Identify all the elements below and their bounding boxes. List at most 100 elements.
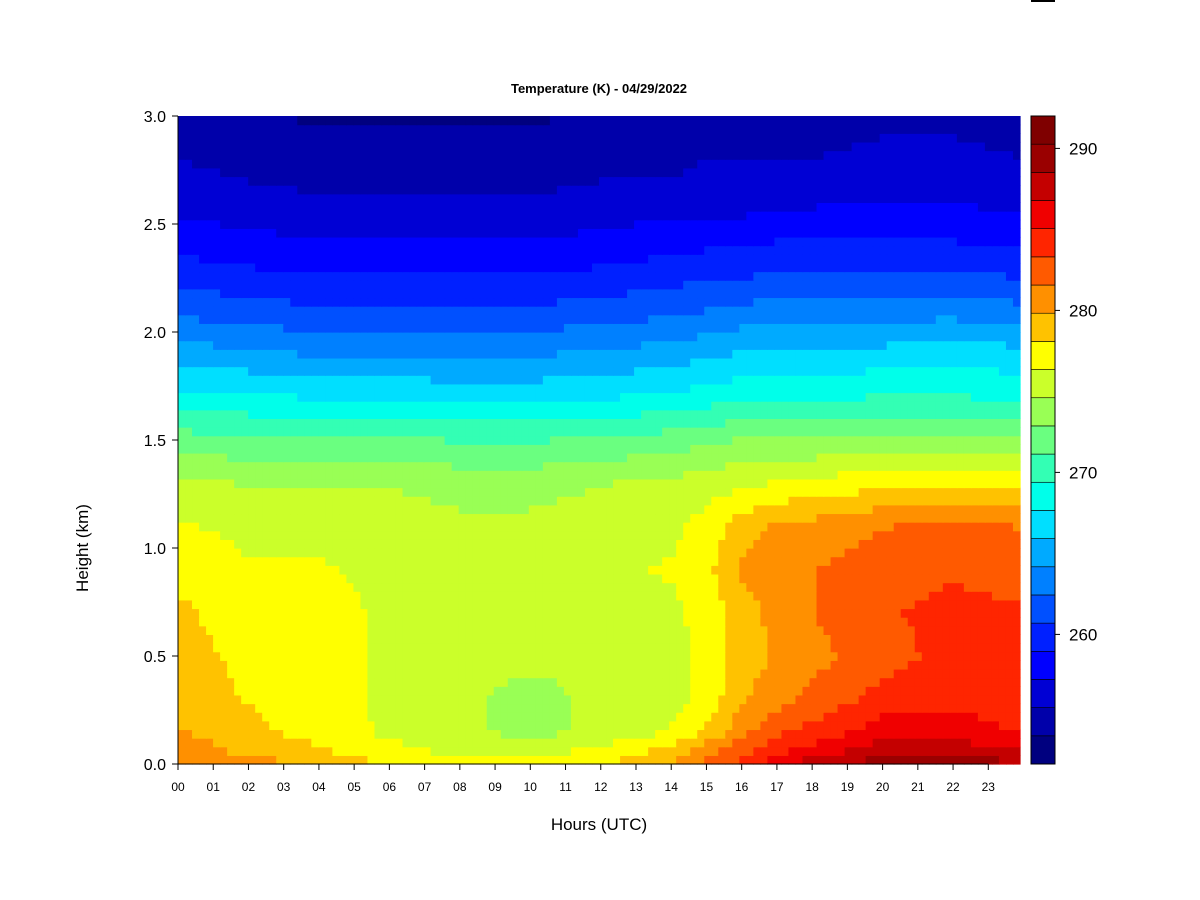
heatmap-cell xyxy=(669,513,677,523)
heatmap-cell xyxy=(858,461,867,471)
heatmap-cell xyxy=(732,617,740,627)
heatmap-cell xyxy=(556,409,565,419)
heatmap-cell xyxy=(781,444,790,454)
heatmap-cell xyxy=(865,418,874,428)
heatmap-cell xyxy=(676,625,684,635)
heatmap-cell xyxy=(339,418,347,428)
heatmap-cell xyxy=(570,643,579,653)
heatmap-cell xyxy=(283,435,291,445)
heatmap-cell xyxy=(718,409,726,419)
heatmap-cell xyxy=(914,755,923,765)
heatmap-cell xyxy=(669,452,677,463)
heatmap-cell xyxy=(486,651,495,661)
heatmap-cell xyxy=(739,478,747,489)
heatmap-cell xyxy=(465,738,474,748)
heatmap-cell xyxy=(388,548,397,558)
heatmap-cell xyxy=(998,556,1007,566)
heatmap-cell xyxy=(276,418,284,428)
heatmap-cell xyxy=(823,427,832,437)
heatmap-cell xyxy=(893,530,902,540)
heatmap-cell xyxy=(767,591,776,601)
heatmap-cell xyxy=(206,565,214,575)
heatmap-cell xyxy=(185,599,193,610)
heatmap-cell xyxy=(662,461,670,471)
heatmap-cell xyxy=(486,591,495,601)
heatmap-cell xyxy=(802,720,811,731)
heatmap-cell xyxy=(402,608,411,618)
heatmap-cell xyxy=(739,643,747,653)
heatmap-cell xyxy=(332,427,340,437)
heatmap-cell xyxy=(528,522,537,532)
heatmap-cell xyxy=(851,513,860,523)
heatmap-cell xyxy=(788,591,797,601)
heatmap-cell xyxy=(634,712,642,722)
heatmap-cell xyxy=(690,651,698,661)
heatmap-cell xyxy=(262,418,270,428)
heatmap-cell xyxy=(493,556,502,566)
heatmap-cell xyxy=(872,478,881,489)
heatmap-cell xyxy=(339,487,347,497)
heatmap-cell xyxy=(620,634,628,644)
heatmap-cell xyxy=(914,729,923,739)
heatmap-cell xyxy=(192,729,200,739)
heatmap-cell xyxy=(935,651,944,661)
heatmap-cell xyxy=(977,703,986,713)
heatmap-cell xyxy=(914,435,923,445)
heatmap-cell xyxy=(388,530,397,540)
heatmap-cell xyxy=(704,496,712,506)
heatmap-cell xyxy=(388,686,397,696)
heatmap-cell xyxy=(809,470,818,480)
heatmap-cell xyxy=(816,565,825,575)
heatmap-cell xyxy=(613,703,621,713)
heatmap-cell xyxy=(241,668,249,679)
heatmap-cell xyxy=(381,582,390,592)
heatmap-cell xyxy=(591,746,600,756)
heatmap-cell xyxy=(634,703,642,713)
heatmap-cell xyxy=(381,599,390,610)
heatmap-cell xyxy=(942,444,951,454)
heatmap-cell xyxy=(206,573,214,584)
heatmap-cell xyxy=(900,729,909,739)
heatmap-cell xyxy=(255,444,263,454)
heatmap-cell xyxy=(767,703,776,713)
heatmap-cell xyxy=(360,565,369,575)
heatmap-cell xyxy=(584,470,593,480)
heatmap-cell xyxy=(493,418,502,428)
heatmap-cell xyxy=(535,401,544,411)
heatmap-cell xyxy=(977,548,986,558)
heatmap-cell xyxy=(984,539,993,549)
heatmap-cell xyxy=(886,634,895,644)
heatmap-cell xyxy=(346,401,355,411)
heatmap-cell xyxy=(528,668,537,679)
heatmap-cell xyxy=(767,435,776,445)
heatmap-cell xyxy=(493,729,502,739)
heatmap-cell xyxy=(241,599,249,610)
heatmap-cell xyxy=(648,686,656,696)
heatmap-cell xyxy=(893,504,902,515)
heatmap-cell xyxy=(577,461,586,471)
heatmap-cell xyxy=(641,703,649,713)
heatmap-cell xyxy=(851,617,860,627)
heatmap-cell xyxy=(220,703,228,713)
heatmap-cell xyxy=(935,712,944,722)
heatmap-cell xyxy=(353,530,362,540)
heatmap-cell xyxy=(465,530,474,540)
heatmap-cell xyxy=(241,617,249,627)
heatmap-cell xyxy=(570,530,579,540)
heatmap-cell xyxy=(774,582,783,592)
heatmap-cell xyxy=(872,487,881,497)
heatmap-cell xyxy=(290,522,298,532)
heatmap-cell xyxy=(690,487,698,497)
heatmap-cell xyxy=(570,548,579,558)
heatmap-cell xyxy=(613,634,621,644)
heatmap-cell xyxy=(437,643,446,653)
heatmap-cell xyxy=(872,703,881,713)
heatmap-cell xyxy=(458,452,467,463)
heatmap-cell xyxy=(907,565,916,575)
heatmap-cell xyxy=(311,617,319,627)
heatmap-cell xyxy=(921,703,930,713)
heatmap-cell xyxy=(556,427,565,437)
heatmap-cell xyxy=(725,478,733,489)
heatmap-cell xyxy=(739,452,747,463)
heatmap-cell xyxy=(304,565,312,575)
